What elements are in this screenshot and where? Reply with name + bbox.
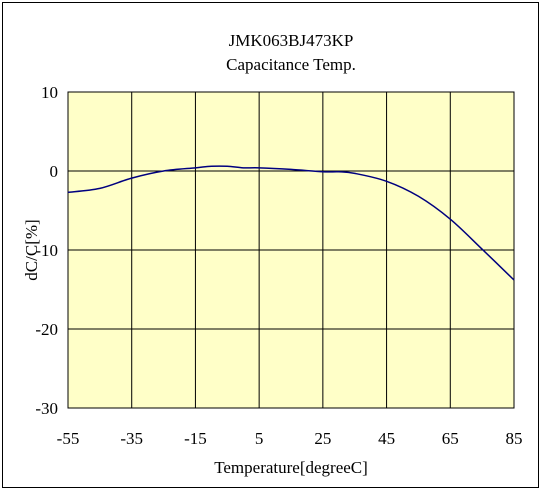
x-tick-label: 85 [506,429,523,448]
y-axis-ticks: 10 0 -10 -20 -30 [35,83,58,418]
series-layer [67,165,515,281]
y-tick-label: -10 [35,241,58,260]
y-tick-label: -30 [35,399,58,418]
chart-subtitle: Capacitance Temp. [226,55,356,74]
grid-lines [67,91,515,409]
y-tick-label: 10 [41,83,58,102]
series-line-0 [67,165,515,281]
chart-title: JMK063BJ473KP [229,31,354,50]
y-tick-label: -20 [35,320,58,339]
x-tick-label: 25 [314,429,331,448]
x-axis-ticks: -55 -35 -15 5 25 45 65 85 [57,429,523,448]
y-tick-label: 0 [50,162,59,181]
x-tick-label: -35 [120,429,143,448]
y-axis-label: dC/C[%] [22,219,41,280]
x-tick-label: 5 [255,429,264,448]
x-tick-label: 45 [378,429,395,448]
x-axis-label: Temperature[degreeC] [214,458,368,477]
x-tick-label: -55 [57,429,80,448]
x-tick-label: -15 [184,429,207,448]
x-tick-label: 65 [442,429,459,448]
